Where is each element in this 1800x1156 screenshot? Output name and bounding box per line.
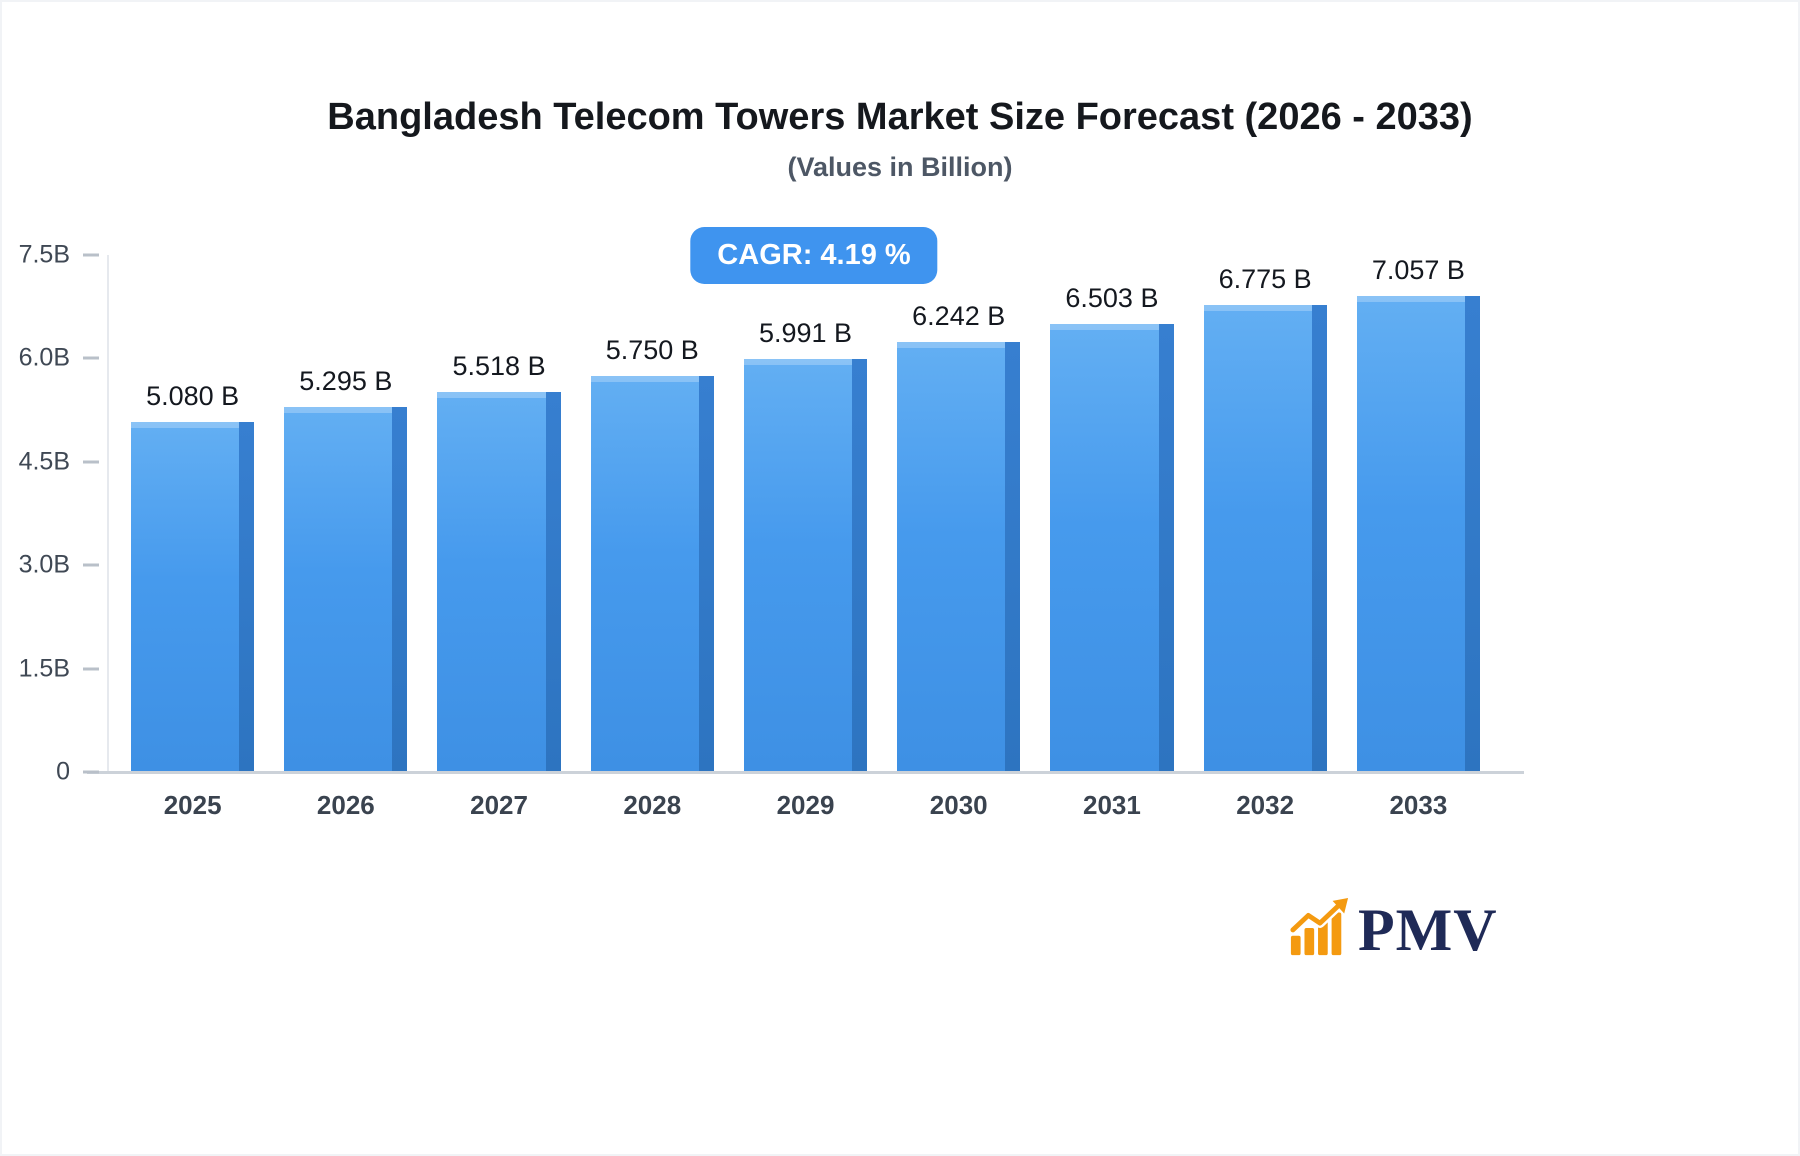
bar [590, 375, 715, 773]
bar-value-label: 5.080 B [146, 380, 240, 411]
pmv-logo-text: PMV [1358, 897, 1498, 963]
bar [743, 359, 868, 772]
y-axis-line [107, 255, 109, 772]
x-axis-label: 2030 [929, 790, 988, 820]
bar-value-label: 7.057 B [1371, 255, 1465, 285]
y-axis-tick-label: 4.5B [18, 447, 70, 476]
chart-subtitle: (Values in Billion) [787, 152, 1013, 182]
y-axis-tick-mark [83, 253, 99, 257]
y-axis-tick: 7.5B [19, 241, 99, 270]
bar [284, 407, 408, 772]
bar [1050, 323, 1174, 773]
cagr-badge: CAGR: 4.19 % [690, 227, 938, 284]
bar-value-label: 5.295 B [299, 366, 393, 396]
bar [1356, 296, 1481, 772]
bar-value-label: 5.750 B [605, 334, 699, 365]
y-axis-tick-mark [83, 770, 99, 774]
plot-area: 5.080 B 5.295 B 5.518 B 5.750 B 5.991 B 6.242… [19, 241, 1524, 786]
bar-group: 6.503 B [1050, 255, 1174, 773]
x-axis-label: 2032 [1236, 790, 1295, 820]
bar [131, 421, 255, 773]
bar-value-label: 6.242 B [912, 300, 1006, 331]
y-axis-tick: 0 [56, 758, 99, 787]
y-axis-tick-mark [83, 356, 99, 360]
bar [897, 341, 1021, 773]
y-axis-tick-label: 0 [56, 757, 70, 786]
x-axis-label: 2029 [776, 790, 835, 820]
x-axis-line [87, 771, 1524, 774]
bar-group: 7.057 B [1356, 255, 1481, 772]
y-axis-tick-label: 1.5B [18, 654, 70, 683]
y-axis-tick: 6.0B [19, 344, 99, 373]
y-axis-tick: 3.0B [19, 551, 99, 580]
y-axis-tick-label: 6.0B [18, 343, 70, 372]
y-axis-tick-label: 3.0B [18, 550, 70, 579]
bar-value-label: 5.991 B [758, 318, 853, 349]
bar-group: 5.991 B [743, 255, 868, 772]
bar-group: 5.518 B [437, 255, 561, 773]
bar-value-label: 6.775 B [1218, 263, 1312, 294]
x-axis-label: 2026 [316, 790, 375, 820]
bar [1203, 304, 1327, 773]
x-axis-labels: 2025 2026 2027 2028 2029 2030 2031 2032 2033 [131, 790, 1480, 821]
y-axis-tick-mark [83, 667, 99, 671]
bar-group: 6.775 B [1203, 255, 1327, 773]
y-axis-tick: 4.5B [19, 447, 99, 476]
y-axis-tick-mark [83, 460, 99, 464]
x-axis-label: 2027 [470, 790, 528, 820]
bar-group: 5.295 B [284, 255, 408, 772]
x-axis-label: 2025 [163, 790, 222, 820]
y-axis-tick: 1.5B [19, 654, 99, 683]
bar [437, 391, 561, 773]
bar-group: 6.242 B [897, 255, 1021, 773]
bar-group: 5.750 B [590, 255, 715, 773]
x-axis-label: 2033 [1389, 790, 1448, 820]
bar-value-label: 5.518 B [452, 350, 546, 381]
y-axis-tick-mark [83, 563, 99, 567]
y-axis-tick-label: 7.5B [18, 240, 70, 269]
x-axis-label: 2028 [623, 790, 682, 820]
x-axis-label: 2031 [1083, 790, 1141, 820]
chart-title: Bangladesh Telecom Towers Market Size Fo… [327, 96, 1473, 138]
pmv-logo: PMV [1288, 897, 1498, 963]
bars-container: 5.080 B 5.295 B 5.518 B 5.750 B 5.991 B 6.242… [131, 255, 1481, 773]
bar-group: 5.080 B [131, 255, 255, 773]
bar-value-label: 6.503 B [1065, 282, 1159, 313]
pmv-logo-icon [1288, 897, 1349, 956]
